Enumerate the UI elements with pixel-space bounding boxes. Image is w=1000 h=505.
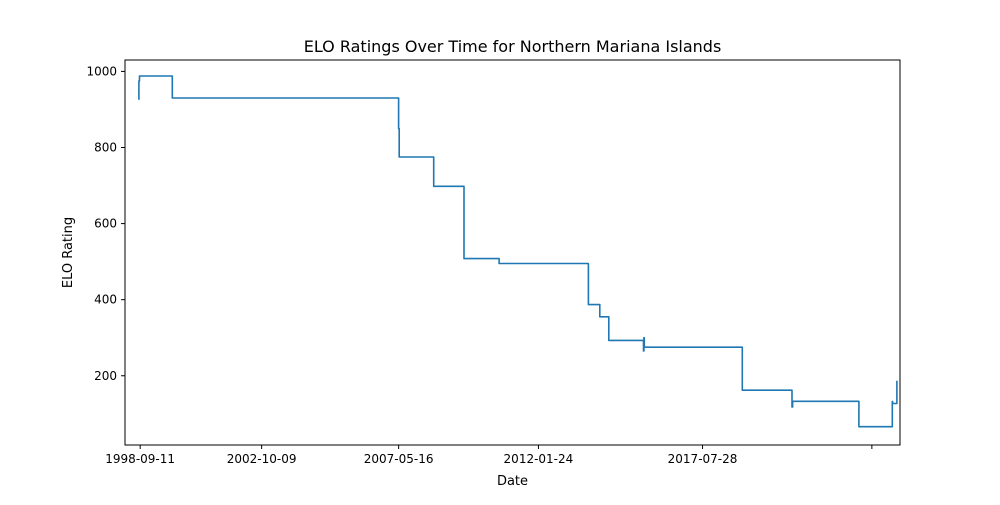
y-tick-label: 1000 [86,64,117,78]
y-tick-label: 200 [94,369,117,383]
y-tick-label: 800 [94,141,117,155]
y-tick-label: 400 [94,293,117,307]
x-axis-label: Date [497,474,528,489]
x-tick-label: 2007-05-16 [364,452,434,466]
series-line [138,75,898,428]
x-tick-label: 1998-09-11 [105,452,175,466]
x-tick-label: 2002-10-09 [227,452,297,466]
y-tick-label: 600 [94,217,117,231]
chart-title: ELO Ratings Over Time for Northern Maria… [304,37,722,56]
y-axis-label: ELO Rating [61,217,76,288]
plot-area [138,75,898,428]
x-axis-ticks: 1998-09-11 2002-10-09 2007-05-16 2012-01-24… [105,445,873,466]
x-tick-label: 2017-07-28 [668,452,738,466]
x-tick-label: 2012-01-24 [504,452,574,466]
plot-frame [124,59,901,446]
y-axis-ticks: 200 400 600 800 1000 [86,64,125,383]
